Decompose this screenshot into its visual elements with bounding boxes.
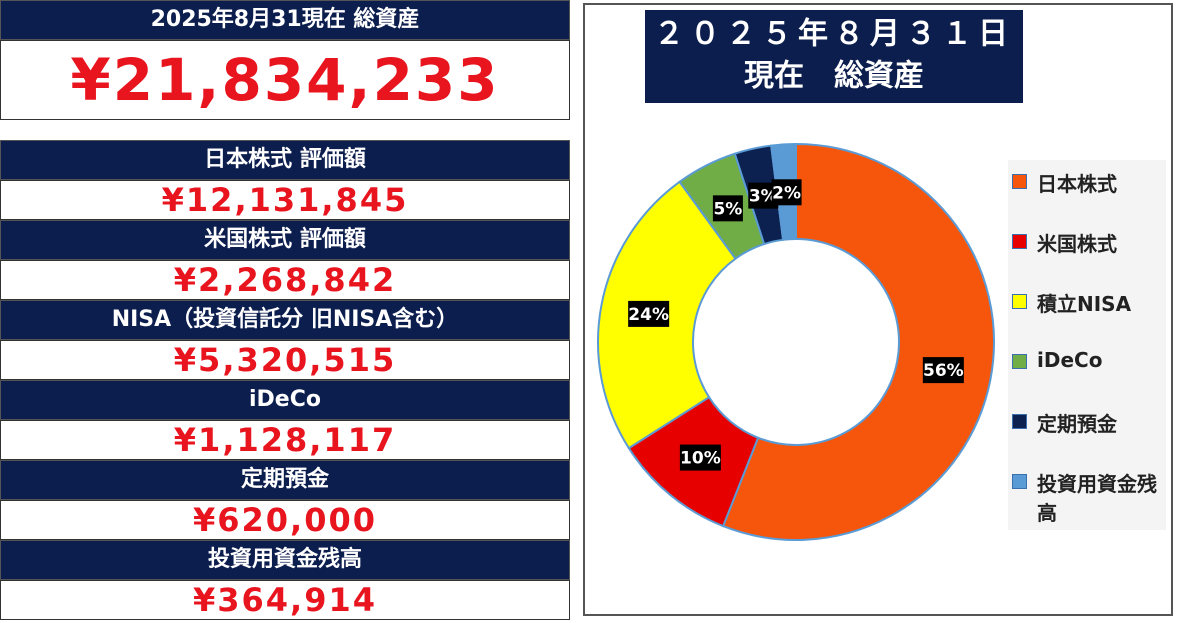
legend-label: 積立NISA	[1037, 292, 1132, 316]
title-box	[645, 10, 1023, 103]
legend-label: 定期預金	[1037, 412, 1117, 436]
legend-item: 投資用資金残高	[1012, 468, 1167, 526]
item-value: ¥5,320,515	[0, 340, 570, 380]
legend-swatch	[1012, 294, 1027, 309]
item-value: ¥620,000	[0, 500, 570, 540]
item-value: ¥364,914	[0, 580, 570, 620]
legend-item: 定期預金	[1012, 408, 1167, 437]
item-label: 投資用資金残高	[0, 540, 570, 580]
legend-swatch	[1012, 354, 1027, 369]
item-value: ¥12,131,845	[0, 180, 570, 220]
legend-label: 投資用資金残高	[1037, 472, 1157, 525]
data-label-box	[712, 195, 743, 222]
legend-swatch	[1012, 474, 1027, 489]
item-label: 米国株式 評価額	[0, 220, 570, 260]
chart-frame	[583, 3, 1173, 616]
summary-total: ¥21,834,233	[0, 40, 570, 120]
data-label-box	[679, 444, 721, 471]
data-label-box	[628, 300, 670, 327]
item-value: ¥1,128,117	[0, 420, 570, 460]
data-label: 24%	[628, 305, 669, 325]
data-label: 5%	[713, 199, 742, 219]
legend-item: 積立NISA	[1012, 288, 1167, 317]
data-label: 56%	[923, 361, 964, 381]
data-label: 3%	[749, 187, 778, 207]
legend-item: 米国株式	[1012, 228, 1167, 257]
item-label: 定期預金	[0, 460, 570, 500]
data-label-box	[922, 357, 964, 384]
legend-swatch	[1012, 414, 1027, 429]
data-label: 10%	[680, 449, 721, 469]
data-label: 2%	[772, 183, 801, 203]
legend-label: 日本株式	[1037, 172, 1117, 196]
legend-label: iDeCo	[1037, 348, 1103, 372]
item-label: NISA（投資信託分 旧NISA含む）	[0, 300, 570, 340]
donut-slice	[721, 142, 995, 541]
legend-swatch	[1012, 234, 1027, 249]
item-label: 日本株式 評価額	[0, 140, 570, 180]
legend-item: iDeCo	[1012, 348, 1167, 372]
legend-label: 米国株式	[1037, 232, 1117, 256]
summary-title: 2025年8月31現在 総資産	[0, 0, 570, 40]
legend: 日本株式米国株式積立NISA iDeCo 定期預金投資用資金残高	[1008, 160, 1166, 530]
chart-title: ２０２５年８月３１日	[654, 17, 1014, 52]
item-value: ¥2,268,842	[0, 260, 570, 300]
legend-item: 日本株式	[1012, 168, 1167, 197]
chart-subtitle: 現在 総資産	[744, 59, 924, 94]
item-label: iDeCo	[0, 380, 570, 420]
legend-swatch	[1012, 174, 1027, 189]
data-label-box	[771, 179, 802, 206]
